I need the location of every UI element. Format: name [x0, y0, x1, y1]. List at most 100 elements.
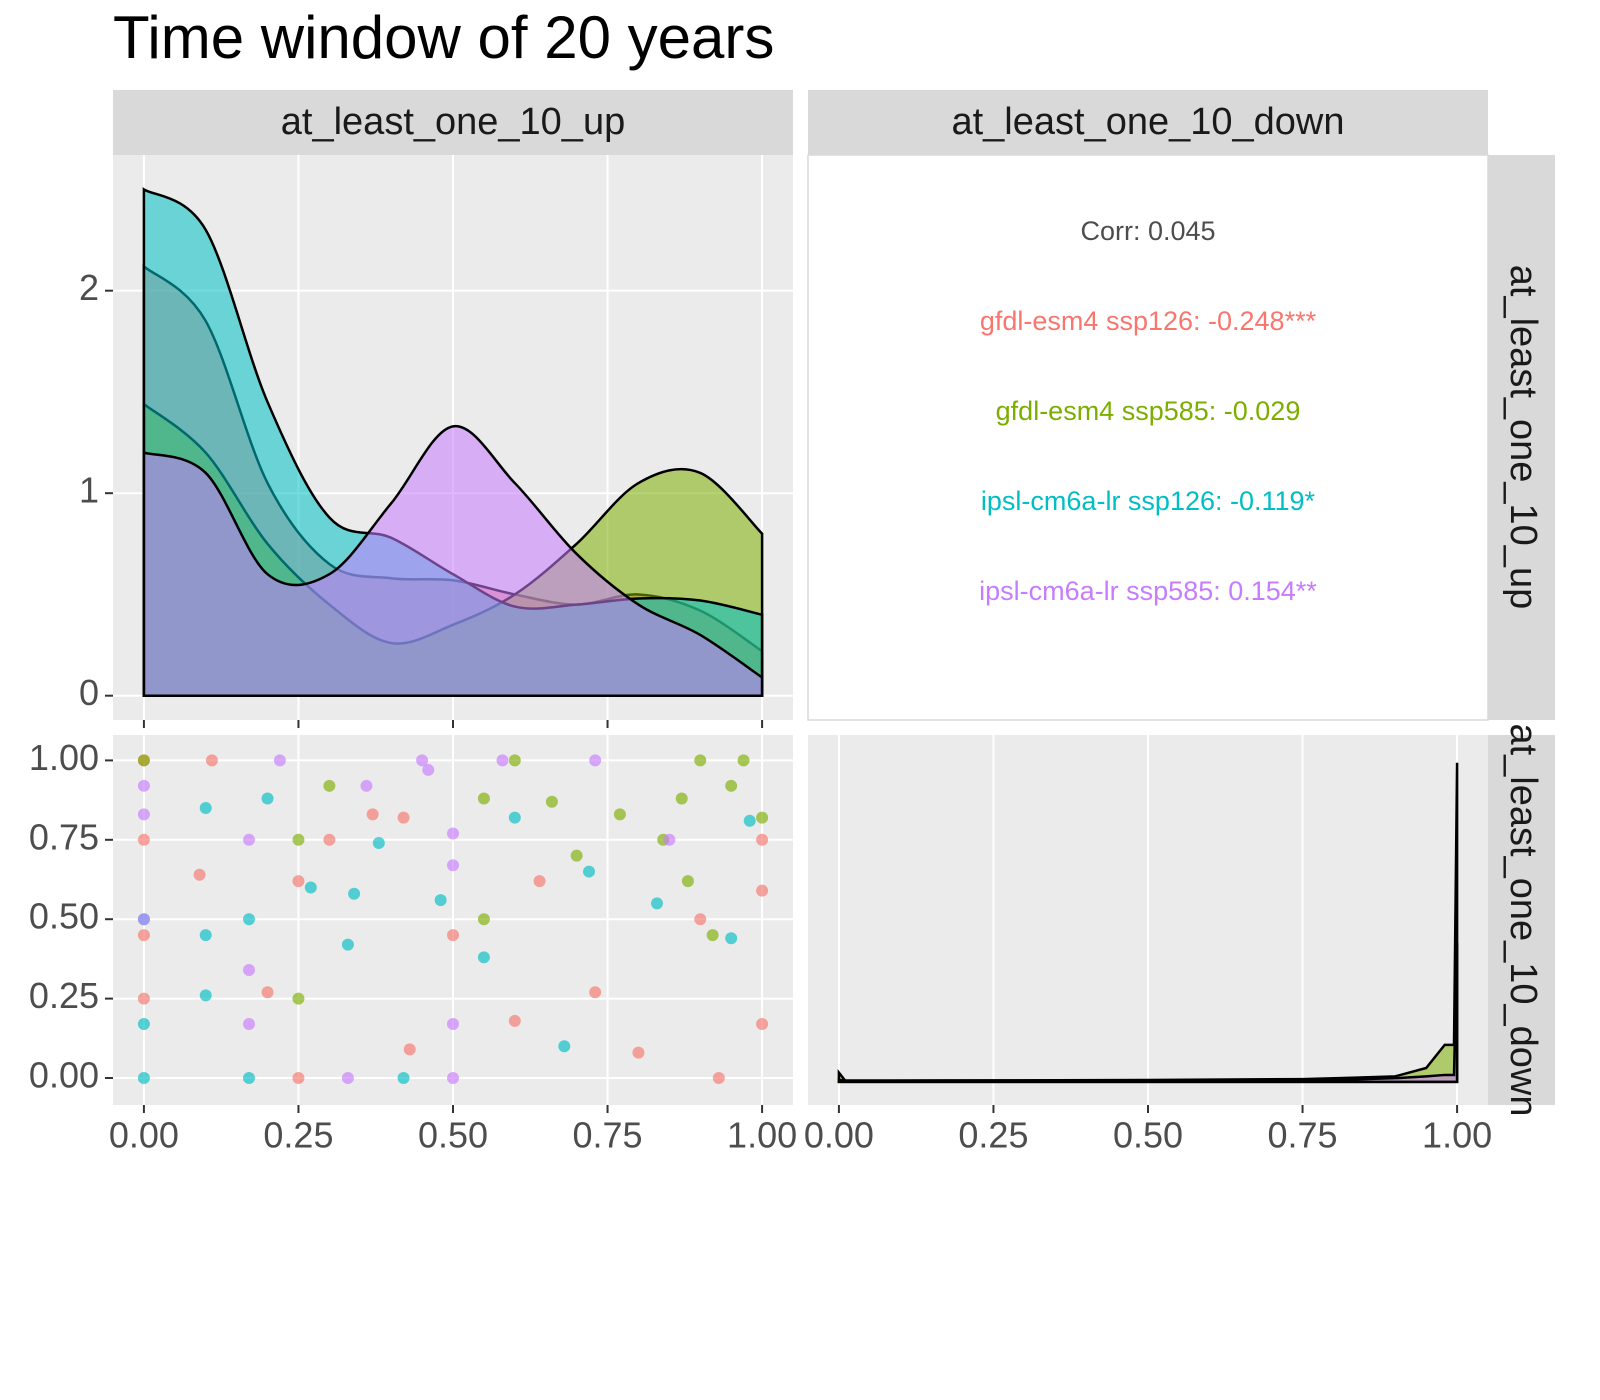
point [651, 897, 663, 910]
point [243, 1072, 255, 1085]
x-tick-label: 0.75 [573, 1115, 643, 1156]
y-tick-label: 2 [79, 267, 99, 308]
point [137, 808, 150, 821]
column-strip [808, 90, 1488, 155]
point [508, 811, 521, 824]
corr-group: ipsl-cm6a-lr ssp585: 0.154** [979, 576, 1317, 606]
point [341, 938, 354, 951]
corr-label: Corr: 0.045 [1080, 216, 1215, 246]
point [508, 754, 521, 767]
point [261, 792, 274, 805]
y-tick-label: 1 [79, 470, 99, 511]
point [496, 754, 509, 767]
title: Time window of 20 years [113, 4, 774, 71]
point [756, 1018, 769, 1031]
point [558, 1040, 571, 1053]
corr-group: gfdl-esm4 ssp585: -0.029 [996, 396, 1301, 426]
point [756, 833, 769, 846]
point [477, 913, 490, 926]
point [756, 811, 769, 824]
point [199, 929, 212, 942]
point [447, 859, 459, 872]
point [712, 1072, 725, 1085]
point [199, 802, 212, 815]
point [261, 986, 274, 999]
point [545, 795, 558, 808]
point [292, 875, 305, 888]
point [422, 763, 435, 776]
point [583, 865, 595, 878]
row-strip [1488, 155, 1555, 720]
row-strip-label: at_least_one_10_down [1502, 723, 1544, 1116]
x-tick-label: 0.25 [263, 1115, 333, 1156]
point [137, 833, 150, 846]
point [323, 833, 336, 846]
density-area [142, 425, 764, 697]
point [447, 929, 459, 942]
point [725, 779, 738, 792]
point [323, 779, 336, 792]
point [447, 827, 459, 840]
point [508, 1014, 521, 1027]
point [137, 1072, 150, 1085]
point [137, 929, 150, 942]
point [348, 887, 361, 900]
y-tick-label: 0.50 [29, 896, 99, 937]
point [243, 913, 255, 926]
point [694, 754, 707, 767]
y-tick-label: 0 [79, 672, 99, 713]
column-strip-label: at_least_one_10_up [281, 101, 625, 143]
point [205, 754, 218, 767]
column-strip-label: at_least_one_10_down [951, 101, 1344, 143]
point [292, 833, 305, 846]
point [360, 779, 373, 792]
point [675, 792, 688, 805]
x-tick-label: 0.50 [418, 1115, 488, 1156]
point [243, 1018, 255, 1031]
x-tick-label: 1.00 [727, 1115, 797, 1156]
point [366, 808, 379, 821]
point [137, 779, 150, 792]
point [137, 913, 150, 926]
point [632, 1046, 645, 1059]
point [304, 881, 317, 894]
point [589, 754, 602, 767]
row-strip-label: at_least_one_10_up [1502, 265, 1544, 609]
point [403, 1043, 416, 1056]
x-tick-label: 0.00 [109, 1115, 179, 1156]
corr-group: ipsl-cm6a-lr ssp126: -0.119* [981, 486, 1316, 516]
point [243, 964, 255, 977]
point [725, 932, 738, 945]
point [743, 814, 756, 827]
point [341, 1072, 354, 1085]
point [292, 1072, 305, 1085]
density-area [837, 943, 1459, 1084]
point [694, 913, 707, 926]
panel-background [807, 154, 1489, 721]
x-tick-label: 1.00 [1422, 1115, 1492, 1156]
point [447, 1072, 459, 1085]
point [477, 951, 490, 964]
point [137, 754, 150, 767]
point [706, 929, 719, 942]
point [137, 992, 150, 1005]
point [477, 792, 490, 805]
point [292, 992, 305, 1005]
column-strip [113, 90, 793, 155]
point [737, 754, 750, 767]
point [570, 849, 583, 862]
point [756, 884, 769, 897]
y-tick-label: 1.00 [29, 737, 99, 778]
point [137, 1018, 150, 1031]
x-tick-label: 0.50 [1113, 1115, 1183, 1156]
y-tick-label: 0.75 [29, 816, 99, 857]
point [273, 754, 286, 767]
point [613, 808, 626, 821]
point [416, 754, 429, 767]
point [434, 894, 447, 907]
x-tick-label: 0.00 [804, 1115, 874, 1156]
row-strip [1488, 735, 1555, 1105]
point [243, 833, 255, 846]
point [533, 875, 546, 888]
